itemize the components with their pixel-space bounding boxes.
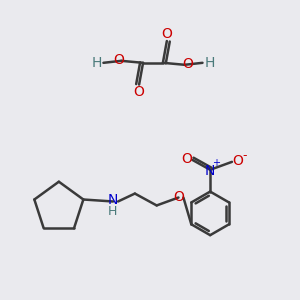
- Text: O: O: [161, 27, 172, 41]
- Text: O: O: [113, 53, 124, 67]
- Text: N: N: [108, 194, 118, 208]
- Text: H: H: [204, 56, 214, 70]
- Text: N: N: [205, 164, 215, 178]
- Text: +: +: [212, 158, 220, 168]
- Text: O: O: [181, 152, 192, 166]
- Text: O: O: [134, 85, 145, 98]
- Text: O: O: [182, 57, 193, 71]
- Text: O: O: [173, 190, 184, 203]
- Text: H: H: [91, 56, 102, 70]
- Text: H: H: [107, 205, 117, 218]
- Text: -: -: [243, 149, 247, 162]
- Text: O: O: [232, 154, 243, 168]
